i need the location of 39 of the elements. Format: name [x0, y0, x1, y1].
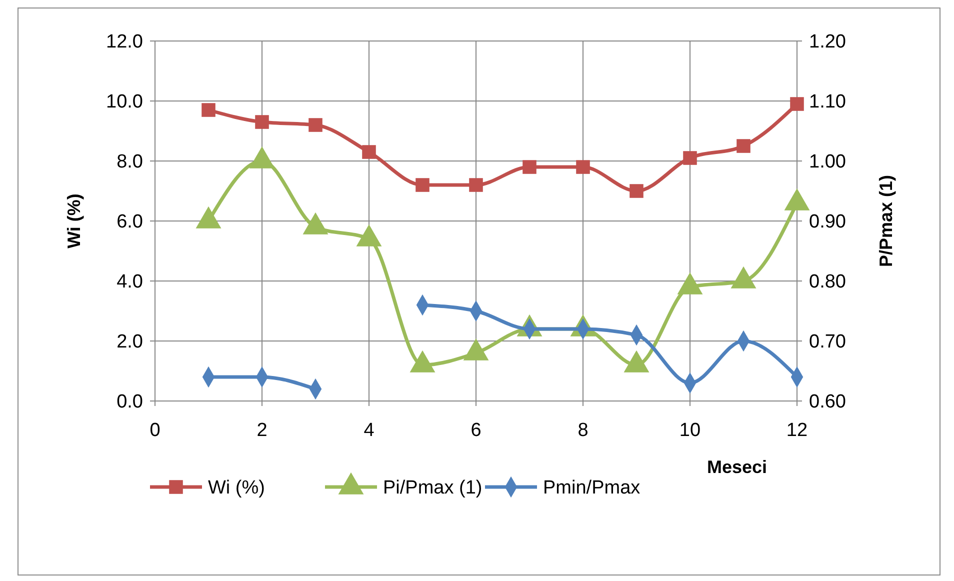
- legend-label: Pi/Pmax (1): [383, 478, 482, 499]
- x-tick-label: 0: [150, 420, 160, 441]
- y-axis-title: Wi (%): [64, 194, 84, 248]
- y2-axis-title: P/Pmax (1): [876, 174, 896, 268]
- point: [308, 118, 322, 132]
- y2-tick-label: 1.10: [809, 92, 846, 113]
- point: [630, 184, 644, 198]
- point: [683, 151, 697, 165]
- point: [736, 139, 750, 153]
- y-tick-label: 0.0: [116, 392, 143, 413]
- x-tick-label: 4: [364, 420, 375, 441]
- x-tick-label: 6: [470, 420, 482, 441]
- point: [522, 160, 536, 174]
- x-tick-label: 12: [786, 420, 808, 441]
- point: [790, 97, 804, 111]
- y2-tick-label: 0.70: [809, 332, 846, 353]
- point: [576, 160, 590, 174]
- y-tick-label: 12.0: [106, 32, 143, 53]
- y-tick-label: 8.0: [116, 152, 143, 173]
- y-tick-label: 2.0: [116, 332, 143, 353]
- y2-tick-label: 0.80: [809, 272, 846, 293]
- y-tick-label: 4.0: [116, 272, 143, 293]
- y2-tick-label: 0.60: [809, 392, 846, 413]
- y2-tick-label: 1.20: [809, 32, 846, 53]
- point: [469, 178, 483, 192]
- point: [255, 115, 269, 129]
- y2-tick-label: 1.00: [809, 152, 846, 173]
- x-axis-title: Meseci: [706, 457, 767, 477]
- point: [416, 178, 430, 192]
- x-tick-label: 8: [578, 420, 588, 441]
- x-tick-label: 10: [679, 420, 701, 441]
- point: [202, 103, 216, 117]
- x-tick-label: 2: [256, 420, 268, 441]
- point: [362, 145, 376, 159]
- legend-label: Pmin/Pmax: [543, 478, 641, 499]
- legend-label: Wi (%): [208, 478, 265, 499]
- y-tick-label: 10.0: [106, 92, 143, 113]
- y-tick-label: 6.0: [116, 212, 143, 233]
- y2-tick-label: 0.90: [809, 212, 846, 233]
